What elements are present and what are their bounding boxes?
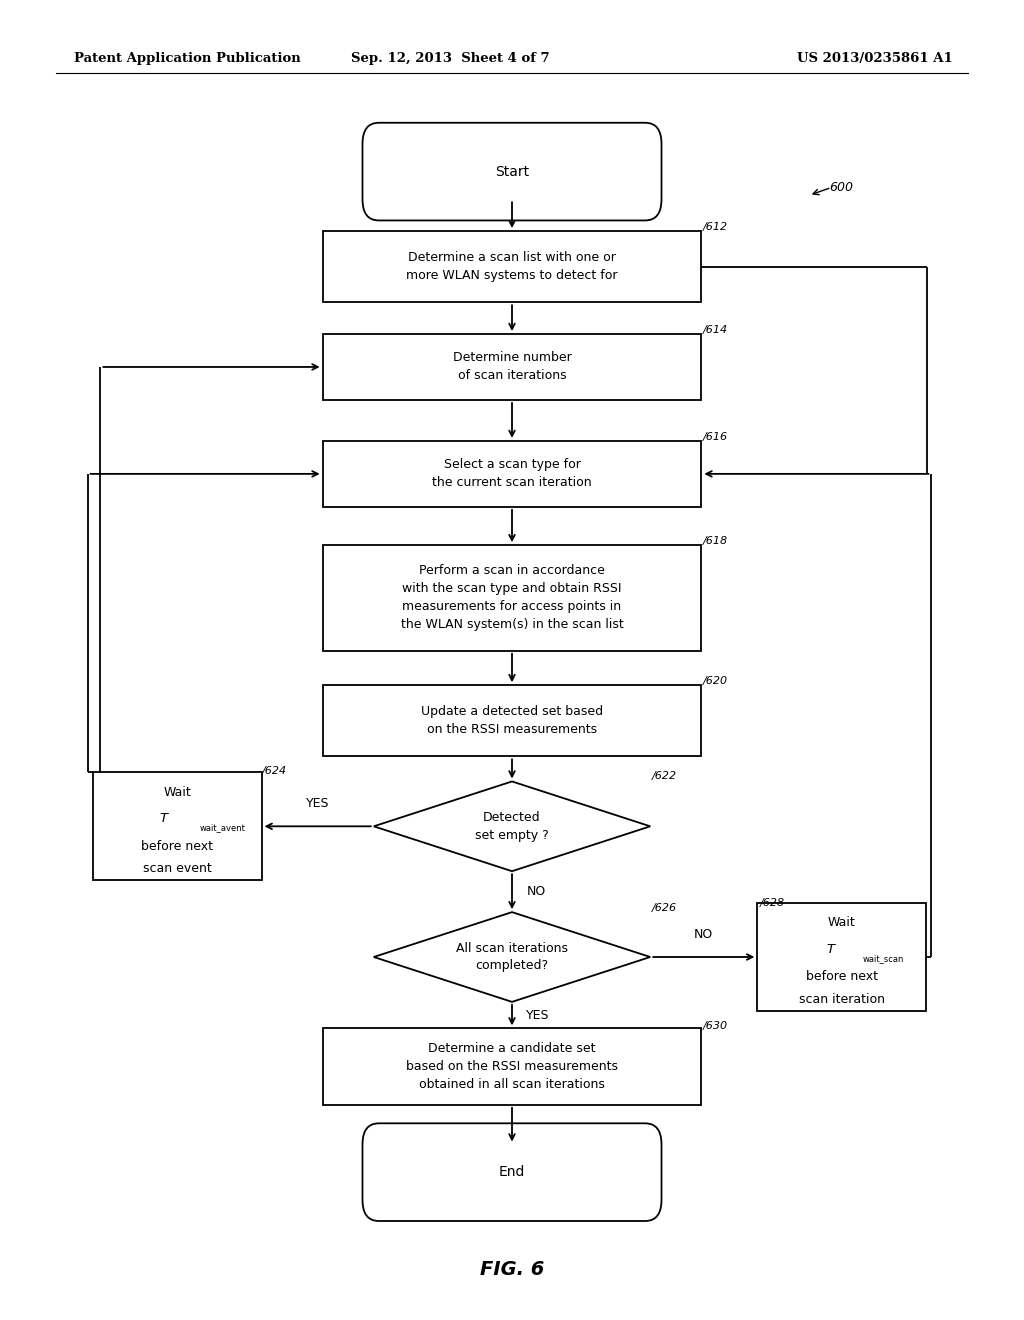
FancyBboxPatch shape — [362, 123, 662, 220]
Text: scan event: scan event — [142, 862, 212, 875]
Text: /614: /614 — [702, 325, 728, 335]
Text: /626: /626 — [652, 903, 678, 913]
Bar — [92, 772, 262, 880]
Bar — [323, 231, 701, 302]
Bar — [323, 545, 701, 651]
Text: Update a detected set based
on the RSSI measurements: Update a detected set based on the RSSI … — [421, 705, 603, 737]
Text: US 2013/0235861 A1: US 2013/0235861 A1 — [797, 51, 952, 65]
Text: End: End — [499, 1166, 525, 1179]
Text: Detected
set empty ?: Detected set empty ? — [475, 810, 549, 842]
Text: scan iteration: scan iteration — [799, 993, 885, 1006]
Bar — [323, 1028, 701, 1105]
FancyBboxPatch shape — [362, 1123, 662, 1221]
Text: Patent Application Publication: Patent Application Publication — [74, 51, 300, 65]
Text: NO: NO — [694, 928, 714, 941]
Text: /622: /622 — [652, 771, 678, 781]
Text: /612: /612 — [702, 222, 728, 232]
Bar — [323, 334, 701, 400]
Text: /616: /616 — [702, 432, 728, 442]
Bar — [323, 441, 701, 507]
Text: /620: /620 — [702, 676, 728, 686]
Text: Start: Start — [495, 165, 529, 178]
Text: wait_avent: wait_avent — [200, 824, 246, 832]
Text: Wait: Wait — [163, 785, 191, 799]
Text: before next: before next — [141, 840, 213, 853]
Text: /624: /624 — [262, 766, 288, 776]
Text: 600: 600 — [829, 181, 853, 194]
Text: before next: before next — [806, 970, 878, 983]
Text: Sep. 12, 2013  Sheet 4 of 7: Sep. 12, 2013 Sheet 4 of 7 — [351, 51, 550, 65]
Text: NO: NO — [526, 886, 546, 898]
Text: Determine a scan list with one or
more WLAN systems to detect for: Determine a scan list with one or more W… — [407, 251, 617, 282]
Text: /618: /618 — [702, 536, 728, 546]
Text: $T$: $T$ — [826, 942, 837, 956]
Text: $T$: $T$ — [160, 812, 170, 825]
Bar — [757, 903, 926, 1011]
Text: /628: /628 — [760, 898, 785, 908]
Text: Select a scan type for
the current scan iteration: Select a scan type for the current scan … — [432, 458, 592, 490]
Text: Wait: Wait — [827, 916, 856, 929]
Text: Perform a scan in accordance
with the scan type and obtain RSSI
measurements for: Perform a scan in accordance with the sc… — [400, 565, 624, 631]
Text: YES: YES — [526, 1008, 550, 1022]
Text: YES: YES — [306, 797, 330, 810]
Text: FIG. 6: FIG. 6 — [480, 1261, 544, 1279]
Polygon shape — [374, 781, 650, 871]
Text: All scan iterations
completed?: All scan iterations completed? — [456, 941, 568, 973]
Polygon shape — [374, 912, 650, 1002]
Text: Determine a candidate set
based on the RSSI measurements
obtained in all scan it: Determine a candidate set based on the R… — [406, 1041, 618, 1092]
Text: /630: /630 — [702, 1020, 728, 1031]
Text: wait_scan: wait_scan — [862, 954, 903, 962]
Text: Determine number
of scan iterations: Determine number of scan iterations — [453, 351, 571, 383]
Bar — [323, 685, 701, 756]
